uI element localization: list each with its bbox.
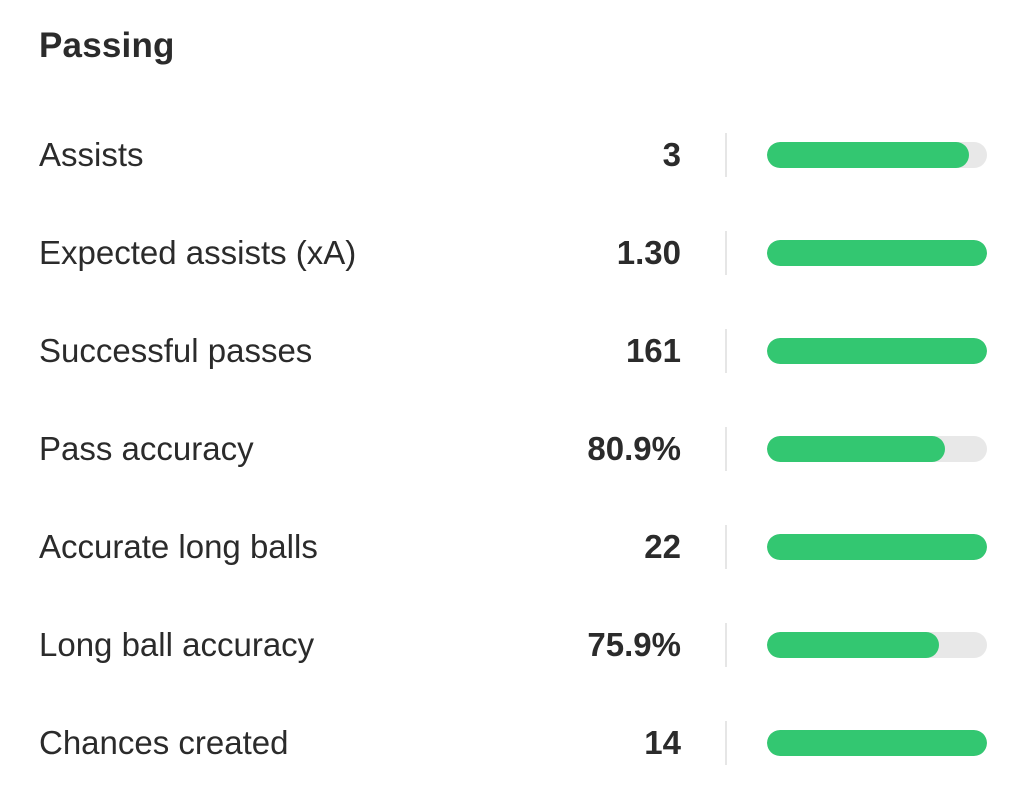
stats-list: Assists 3 Expected assists (xA) 1.30 Suc… [0,106,1024,792]
stat-row-pass-accuracy: Pass accuracy 80.9% [0,400,1024,498]
stat-value: 1.30 [616,234,681,271]
stat-value: 80.9% [587,430,681,467]
stat-value: 14 [644,724,681,761]
stat-value: 75.9% [587,626,681,663]
stat-label: Long ball accuracy [39,626,315,663]
stat-bar-fill [767,632,939,658]
divider [725,231,727,275]
divider [725,427,727,471]
stat-row-assists: Assists 3 [0,106,1024,204]
stat-bar-track [767,338,987,364]
divider [725,525,727,569]
stat-bar-fill [767,240,987,266]
stat-row-chances-created: Chances created 14 [0,694,1024,792]
stat-row-long-ball-accuracy: Long ball accuracy 75.9% [0,596,1024,694]
section-title: Passing [39,26,175,65]
divider [725,133,727,177]
stat-bar-track [767,240,987,266]
stat-label: Pass accuracy [39,430,254,467]
divider [725,329,727,373]
stat-bar-track [767,142,987,168]
divider [725,623,727,667]
stat-bar-track [767,534,987,560]
stat-bar-fill [767,142,970,168]
stat-bar-fill [767,436,946,462]
stat-bar-track [767,436,987,462]
stat-row-successful-passes: Successful passes 161 [0,302,1024,400]
stat-value: 161 [625,332,681,369]
stat-bar-track [767,730,987,756]
stat-value: 22 [644,528,681,565]
divider [725,721,727,765]
stat-label: Accurate long balls [39,528,318,565]
stat-label: Chances created [39,724,289,761]
stat-row-accurate-long-balls: Accurate long balls 22 [0,498,1024,596]
stat-bar-fill [767,730,987,756]
stat-bar-fill [767,534,987,560]
stat-bar-fill [767,338,987,364]
stat-label: Assists [39,136,144,173]
stat-bar-track [767,632,987,658]
stat-label: Expected assists (xA) [39,234,357,271]
stat-row-expected-assists: Expected assists (xA) 1.30 [0,204,1024,302]
stat-label: Successful passes [39,332,313,369]
stat-value: 3 [662,136,681,173]
